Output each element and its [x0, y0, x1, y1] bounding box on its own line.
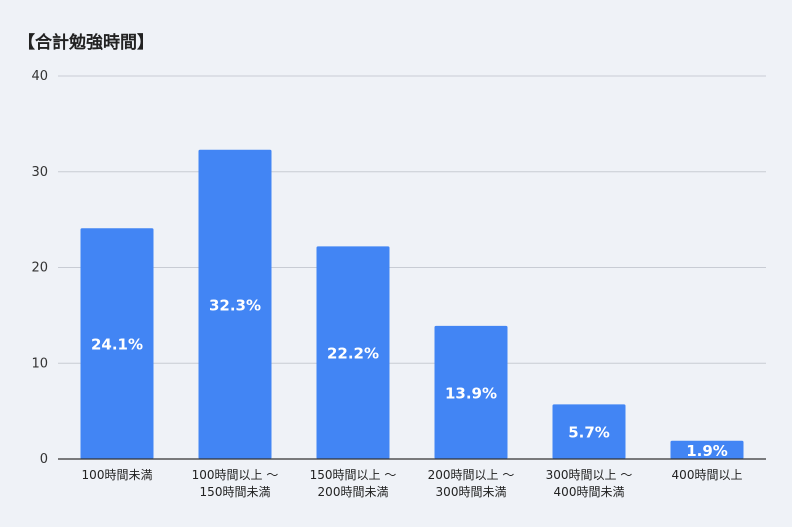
bar	[198, 149, 272, 460]
bar	[80, 228, 154, 459]
x-category-label: 200時間以上 〜	[428, 468, 515, 482]
bar-data-label: 13.9%	[445, 384, 497, 402]
x-category-label: 300時間未満	[436, 485, 507, 499]
y-tick-label: 10	[31, 356, 48, 371]
x-category-label: 300時間以上 〜	[546, 468, 633, 482]
bar	[552, 404, 626, 459]
chart-title: 【合計勉強時間】	[18, 33, 154, 53]
bar-data-label: 32.3%	[209, 296, 261, 314]
bar	[434, 325, 508, 459]
y-tick-label: 40	[31, 69, 48, 84]
y-tick-label: 30	[31, 165, 48, 180]
bar-data-label: 5.7%	[568, 424, 610, 442]
y-tick-label: 20	[31, 261, 48, 276]
x-category-label: 100時間以上 〜	[192, 468, 279, 482]
x-category-label: 200時間未満	[318, 485, 389, 499]
x-category-label: 400時間未満	[554, 485, 625, 499]
bar-data-label: 1.9%	[686, 442, 728, 460]
y-tick-label: 0	[40, 452, 48, 467]
x-category-label: 100時間未満	[82, 468, 153, 482]
x-category-label: 150時間以上 〜	[310, 468, 397, 482]
bar	[670, 440, 744, 459]
x-category-label: 400時間以上	[672, 468, 743, 482]
bar-data-label: 22.2%	[327, 345, 379, 363]
x-category-label: 150時間未満	[200, 485, 271, 499]
bar-data-label: 24.1%	[91, 336, 143, 354]
bar	[316, 246, 390, 459]
